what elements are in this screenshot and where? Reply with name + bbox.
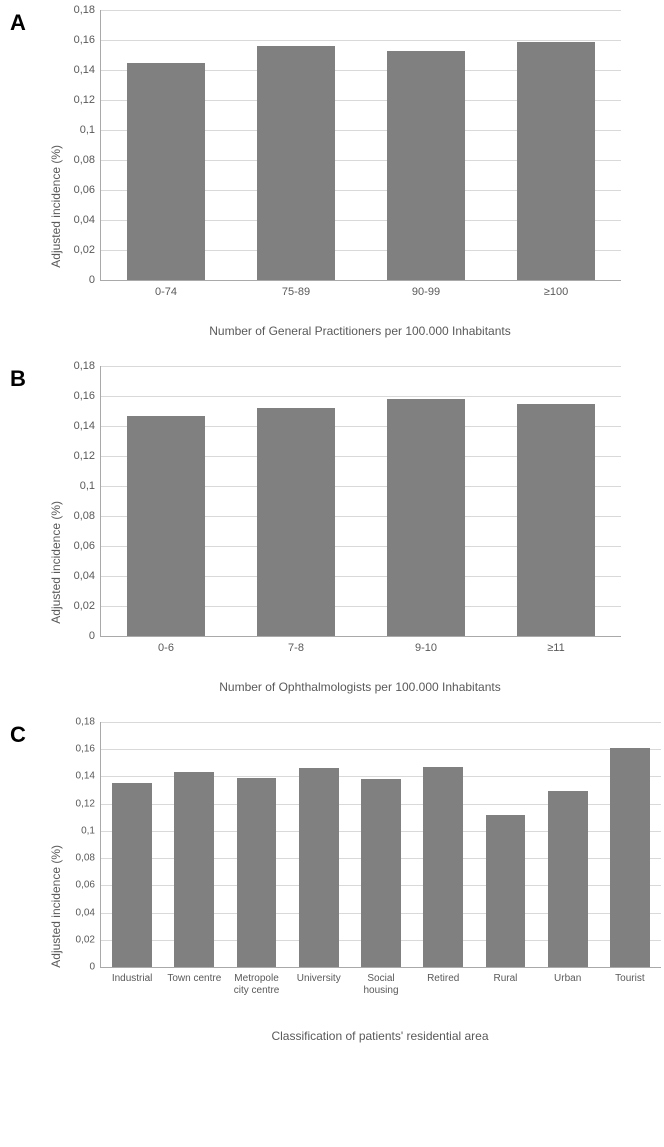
bar <box>257 408 335 636</box>
y-tick-label: 0,18 <box>74 4 101 16</box>
bar <box>127 63 205 281</box>
y-tick-label: 0,1 <box>80 480 101 492</box>
panel-label: A <box>10 10 26 36</box>
y-tick-label: 0,14 <box>76 771 101 782</box>
grid-line <box>101 722 661 723</box>
y-tick-label: 0,02 <box>74 600 101 612</box>
plot-area: 00,020,040,060,080,10,120,140,160,180-74… <box>100 10 621 281</box>
x-tick-label: Rural <box>476 967 535 985</box>
y-tick-label: 0,04 <box>76 907 101 918</box>
y-tick-label: 0,12 <box>74 450 101 462</box>
x-tick-label: Retired <box>414 967 473 985</box>
x-tick-label: University <box>289 967 348 985</box>
y-tick-label: 0 <box>89 630 101 642</box>
x-tick-label: Metropole city centre <box>227 967 286 997</box>
y-tick-label: 0,08 <box>74 510 101 522</box>
x-tick-label: Town centre <box>165 967 224 985</box>
x-tick-label: 75-89 <box>234 280 358 299</box>
y-tick-label: 0,02 <box>76 934 101 945</box>
y-tick-label: 0,16 <box>74 34 101 46</box>
panel-label: B <box>10 366 26 392</box>
y-tick-label: 0,14 <box>74 64 101 76</box>
x-tick-label: ≥100 <box>494 280 618 299</box>
x-tick-label: ≥11 <box>494 636 618 655</box>
y-tick-label: 0,14 <box>74 420 101 432</box>
x-tick-label: Social housing <box>351 967 410 997</box>
bar <box>174 772 214 967</box>
bar <box>112 783 152 967</box>
x-axis-title: Classification of patients' residential … <box>100 1029 660 1043</box>
x-tick-label: Urban <box>538 967 597 985</box>
panel-b: BAdjusted incidence (%)00,020,040,060,08… <box>10 366 654 694</box>
grid-line <box>101 366 621 367</box>
bar <box>610 748 650 967</box>
y-axis-title: Adjusted incidence (%) <box>49 845 63 968</box>
y-tick-label: 0,1 <box>81 825 101 836</box>
y-tick-label: 0,08 <box>74 154 101 166</box>
y-tick-label: 0,06 <box>74 540 101 552</box>
bar <box>237 778 277 967</box>
bar <box>387 51 465 281</box>
y-tick-label: 0,16 <box>76 744 101 755</box>
y-tick-label: 0,02 <box>74 244 101 256</box>
y-tick-label: 0,06 <box>74 184 101 196</box>
y-tick-label: 0,18 <box>74 360 101 372</box>
panel-label: C <box>10 722 26 748</box>
x-tick-label: 9-10 <box>364 636 488 655</box>
bar <box>423 767 463 967</box>
figure-root: AAdjusted incidence (%)00,020,040,060,08… <box>10 10 654 1043</box>
bar <box>486 815 526 967</box>
bar <box>361 779 401 967</box>
y-tick-label: 0 <box>89 962 101 973</box>
bar <box>548 791 588 967</box>
bar <box>127 416 205 637</box>
bar-chart: Adjusted incidence (%) 00,020,040,060,080… <box>50 722 660 967</box>
x-tick-label: 0-6 <box>104 636 228 655</box>
x-tick-label: Tourist <box>600 967 659 985</box>
chart-wrap: Adjusted incidence (%)00,020,040,060,080… <box>50 10 654 338</box>
bar-chart: Adjusted incidence (%) 00,020,040,060,080… <box>50 10 620 280</box>
x-tick-label: 7-8 <box>234 636 358 655</box>
y-tick-label: 0,06 <box>76 880 101 891</box>
bar <box>387 399 465 636</box>
chart-wrap: Adjusted incidence (%) 0 0,02 0,04 0,06 0,08 0… <box>50 722 654 1043</box>
x-tick-label: 90-99 <box>364 280 488 299</box>
x-axis-title: Number of General Practitioners per 100.… <box>100 324 620 338</box>
bar-chart: Adjusted incidence (%) 00,020,040,060,080… <box>50 366 620 636</box>
grid-line <box>101 10 621 11</box>
x-tick-label: Industrial <box>103 967 162 985</box>
x-tick-label: 0-74 <box>104 280 228 299</box>
panel-c: C Adjusted incidence (%) 0 0,02 0,04 0,06 0,08… <box>10 722 654 1043</box>
y-tick-label: 0,18 <box>76 717 101 728</box>
grid-line <box>101 396 621 397</box>
y-tick-label: 0,04 <box>74 570 101 582</box>
y-tick-label: 0,04 <box>74 214 101 226</box>
grid-line <box>101 749 661 750</box>
bar <box>517 42 595 281</box>
y-tick-label: 0,16 <box>74 390 101 402</box>
plot-area: 00,020,040,060,080,10,120,140,160,180-67… <box>100 366 621 637</box>
y-tick-label: 0 <box>89 274 101 286</box>
plot-area: 00,020,040,060,080,10,120,140,160,18Indu… <box>100 722 661 968</box>
y-axis-title: Adjusted incidence (%) <box>49 501 63 624</box>
bar <box>257 46 335 280</box>
y-tick-label: 0,12 <box>74 94 101 106</box>
y-axis-title: Adjusted incidence (%) <box>49 145 63 268</box>
y-tick-label: 0,1 <box>80 124 101 136</box>
y-tick-label: 0,12 <box>76 798 101 809</box>
panel-a: AAdjusted incidence (%)00,020,040,060,08… <box>10 10 654 338</box>
x-axis-title: Number of Ophthalmologists per 100.000 I… <box>100 680 620 694</box>
chart-wrap: Adjusted incidence (%)00,020,040,060,080… <box>50 366 654 694</box>
bar <box>517 404 595 637</box>
y-tick-label: 0,08 <box>76 853 101 864</box>
bar <box>299 768 339 967</box>
